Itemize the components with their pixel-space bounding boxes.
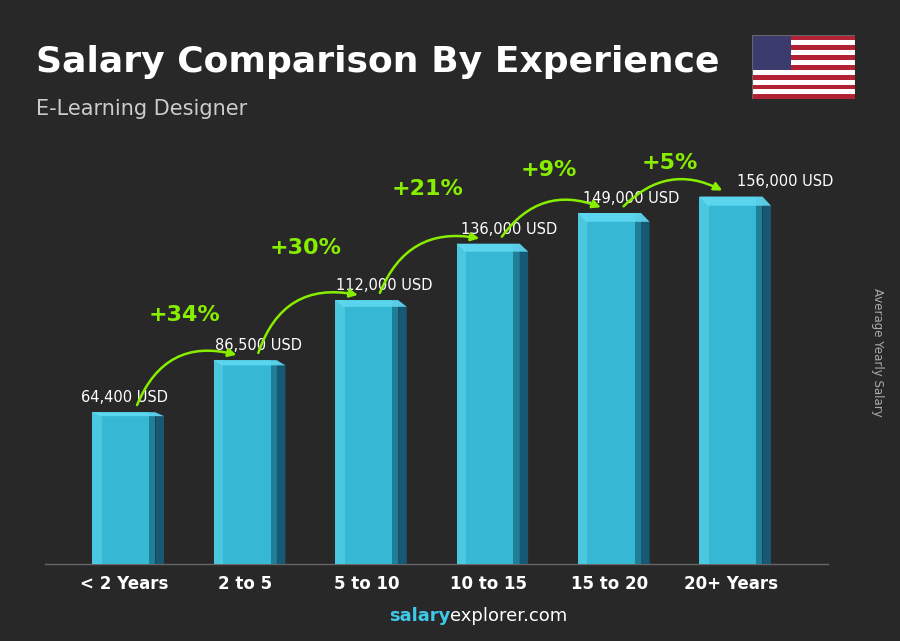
Text: +21%: +21% <box>392 179 464 199</box>
Text: +5%: +5% <box>642 153 698 173</box>
Polygon shape <box>456 244 528 252</box>
Polygon shape <box>277 360 285 564</box>
Bar <box>752 50 855 55</box>
Bar <box>335 300 345 564</box>
Bar <box>634 213 641 564</box>
Bar <box>756 197 762 564</box>
Polygon shape <box>641 213 650 564</box>
Bar <box>752 90 855 94</box>
Text: salary: salary <box>389 607 450 625</box>
Bar <box>699 197 762 564</box>
Bar <box>456 244 466 564</box>
Bar <box>752 85 855 90</box>
Bar <box>513 244 519 564</box>
Bar <box>392 300 399 564</box>
Bar <box>752 35 855 40</box>
Bar <box>752 60 855 65</box>
Bar <box>335 300 399 564</box>
Text: explorer.com: explorer.com <box>450 607 567 625</box>
Bar <box>93 412 102 564</box>
Bar <box>456 244 519 564</box>
Bar <box>578 213 641 564</box>
Bar <box>578 213 588 564</box>
Bar <box>752 45 855 50</box>
Text: E-Learning Designer: E-Learning Designer <box>36 99 248 119</box>
Text: 149,000 USD: 149,000 USD <box>583 191 680 206</box>
Text: 112,000 USD: 112,000 USD <box>337 278 433 293</box>
Bar <box>271 360 277 564</box>
Text: 86,500 USD: 86,500 USD <box>215 338 302 353</box>
Text: 64,400 USD: 64,400 USD <box>81 390 168 405</box>
Text: 136,000 USD: 136,000 USD <box>462 222 558 237</box>
Bar <box>752 94 855 99</box>
Bar <box>213 360 223 564</box>
Bar <box>752 79 855 85</box>
Bar <box>699 197 709 564</box>
Text: Average Yearly Salary: Average Yearly Salary <box>871 288 884 417</box>
Bar <box>149 412 156 564</box>
Bar <box>752 40 855 45</box>
Bar <box>752 70 855 75</box>
Bar <box>213 360 277 564</box>
Bar <box>752 65 855 70</box>
Bar <box>93 412 156 564</box>
Polygon shape <box>399 300 407 564</box>
Polygon shape <box>519 244 528 564</box>
Polygon shape <box>93 412 164 416</box>
Bar <box>752 55 855 60</box>
Polygon shape <box>213 360 285 365</box>
Text: +30%: +30% <box>270 238 342 258</box>
Polygon shape <box>699 197 771 206</box>
Polygon shape <box>578 213 650 222</box>
Polygon shape <box>335 300 407 307</box>
Text: +34%: +34% <box>148 305 220 325</box>
Bar <box>752 75 855 79</box>
Bar <box>752 35 791 70</box>
Polygon shape <box>762 197 771 564</box>
Text: 156,000 USD: 156,000 USD <box>737 174 833 190</box>
Text: +9%: +9% <box>520 160 577 180</box>
Polygon shape <box>156 412 164 564</box>
Text: Salary Comparison By Experience: Salary Comparison By Experience <box>36 45 719 79</box>
